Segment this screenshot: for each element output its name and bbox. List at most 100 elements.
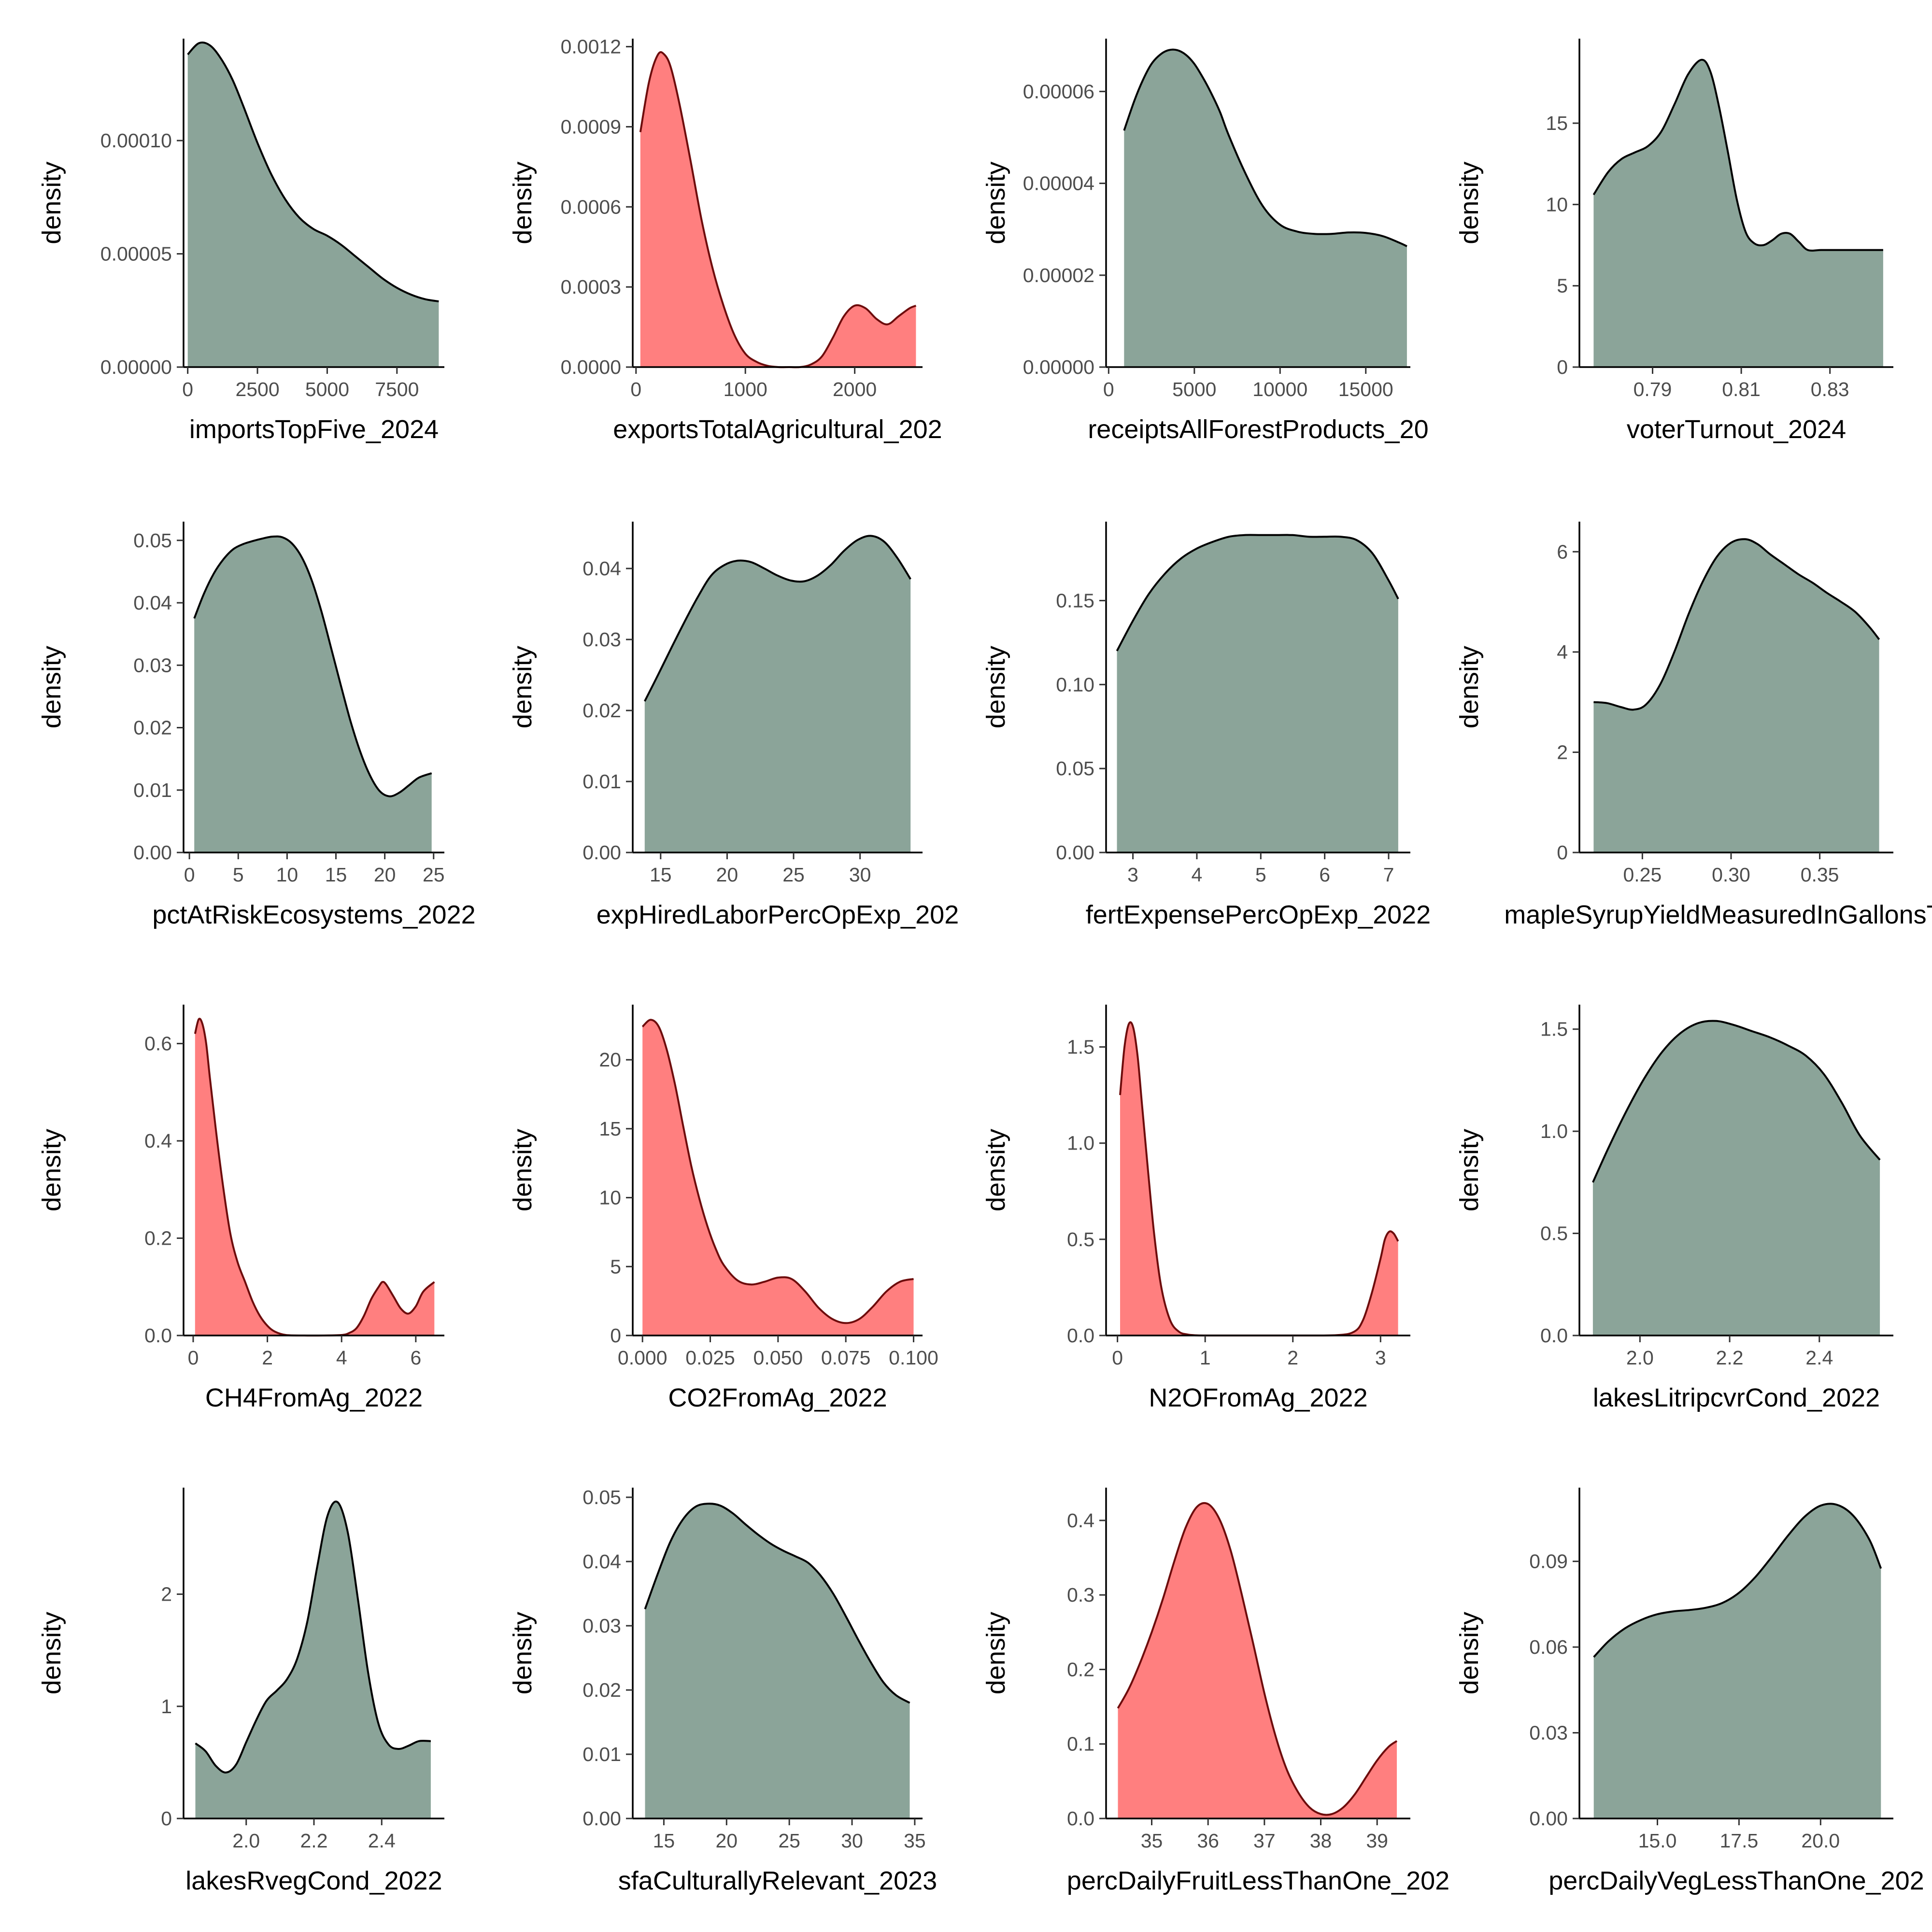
density-curve	[1117, 1502, 1398, 1816]
x-tick-label: 30	[849, 864, 871, 886]
x-tick-label: 17.5	[1719, 1830, 1758, 1852]
y-tick-label: 5	[1557, 275, 1568, 297]
density-area	[194, 536, 432, 852]
x-tick-label: 20	[716, 864, 739, 886]
y-axis-title: density	[981, 1612, 1010, 1694]
y-tick-label: 1.5	[1067, 1036, 1094, 1058]
density-area	[187, 43, 439, 368]
x-tick-label: 2.2	[300, 1830, 328, 1852]
x-tick-label: 10	[276, 864, 298, 886]
density-panel: 15.0 17.5 20.0 0.00 0.03 0.06 0.09 percDailyVeg…	[1455, 1488, 1924, 1895]
density-area	[195, 1501, 431, 1818]
x-tick-label: 20	[715, 1830, 738, 1852]
y-tick-label: 0	[1557, 841, 1568, 864]
y-axis-title: density	[508, 161, 537, 244]
density-panel: 0 2 4 6 0.0 0.2 0.4 0.6 CH4FromAg_2022 density	[37, 1005, 444, 1412]
y-tick-label: 0.00	[1529, 1807, 1568, 1830]
y-tick-label: 0.01	[582, 1743, 621, 1765]
x-tick-label: 0.075	[821, 1347, 871, 1369]
x-axis-title: lakesLitripcvrCond_2022	[1593, 1383, 1880, 1412]
y-tick-label: 0.4	[1067, 1509, 1094, 1532]
x-tick-label: 38	[1310, 1830, 1332, 1852]
y-tick-label: 15	[1546, 112, 1568, 134]
x-tick-label: 6	[1319, 864, 1330, 886]
y-tick-label: 0.04	[582, 1550, 621, 1573]
x-tick-label: 2500	[235, 378, 279, 400]
y-tick-label: 5	[610, 1255, 621, 1278]
y-tick-label: 0.0	[1067, 1324, 1094, 1347]
y-tick-label: 0.0	[1540, 1324, 1568, 1347]
y-tick-label: 0.2	[1067, 1658, 1094, 1680]
density-curve	[644, 535, 911, 702]
y-tick-label: 0.00	[582, 841, 621, 864]
y-tick-label: 1.5	[1540, 1018, 1568, 1040]
y-tick-label: 0.15	[1056, 589, 1094, 611]
x-tick-label: 5	[1255, 864, 1266, 886]
x-tick-label: 0	[1103, 378, 1114, 400]
y-tick-label: 0.02	[133, 717, 172, 739]
density-area	[1593, 59, 1883, 368]
y-tick-label: 1	[161, 1695, 172, 1718]
density-area	[1120, 1022, 1398, 1336]
x-axis-title: sfaCulturallyRelevant_2023	[618, 1866, 937, 1895]
y-tick-label: 0.0000	[561, 356, 621, 378]
y-tick-label: 0.1	[1067, 1733, 1094, 1755]
x-tick-label: 0.83	[1811, 378, 1849, 400]
y-tick-label: 0.05	[582, 1486, 621, 1508]
x-tick-label: 35	[1141, 1830, 1163, 1852]
x-tick-label: 5000	[1172, 378, 1216, 400]
x-tick-label: 2000	[833, 378, 877, 400]
density-panel: 0 1000 2000 0.0000 0.0003 0.0006 0.0009 0.0012 e…	[508, 36, 942, 444]
x-axis-title: percDailyFruitLessThanOne_202	[1067, 1866, 1449, 1895]
density-panel: 0 2500 5000 7500 0.00000 0.00005 0.00010 import…	[37, 39, 444, 444]
y-axis-title: density	[508, 646, 537, 728]
x-tick-label: 15	[653, 1830, 675, 1852]
x-tick-label: 1000	[724, 378, 767, 400]
x-tick-label: 0.35	[1801, 864, 1839, 886]
y-tick-label: 0.5	[1067, 1228, 1094, 1250]
density-panel: 3 4 5 6 7 0.00 0.05 0.10 0.15 fertExpensePercOpEx…	[981, 522, 1431, 929]
x-tick-label: 0.25	[1623, 864, 1662, 886]
x-axis-title: voterTurnout_2024	[1627, 415, 1846, 444]
x-tick-label: 15.0	[1638, 1830, 1677, 1852]
x-tick-label: 0.79	[1634, 378, 1672, 400]
y-axis-title: density	[981, 161, 1010, 244]
density-area	[1593, 1504, 1881, 1818]
y-tick-label: 0.4	[144, 1130, 172, 1152]
y-axis-title: density	[37, 161, 66, 244]
y-tick-label: 0.0	[144, 1324, 172, 1347]
x-tick-label: 20	[374, 864, 396, 886]
density-area	[644, 536, 911, 852]
density-curve	[1592, 1020, 1881, 1183]
x-tick-label: 0.025	[685, 1347, 735, 1369]
y-tick-label: 10	[599, 1187, 621, 1209]
y-tick-label: 2	[161, 1583, 172, 1605]
x-axis-title: N2OFromAg_2022	[1149, 1383, 1367, 1412]
y-tick-label: 0	[1557, 356, 1568, 378]
density-panel: 2.0 2.2 2.4 0 1 2 lakesRvegCond_2022 density	[37, 1488, 444, 1895]
x-tick-label: 2.0	[1626, 1347, 1654, 1369]
x-tick-label: 7500	[375, 378, 419, 400]
x-axis-title: receiptsAllForestProducts_20	[1088, 415, 1428, 444]
y-tick-label: 0.03	[582, 1615, 621, 1637]
density-panel: 0 1 2 3 0.0 0.5 1.0 1.5 N2OFromAg_2022 density	[981, 1005, 1410, 1412]
density-area	[642, 1020, 914, 1335]
y-tick-label: 0.0003	[561, 276, 621, 298]
x-tick-label: 15000	[1338, 378, 1393, 400]
x-tick-label: 2.4	[368, 1830, 396, 1852]
x-tick-label: 0.30	[1712, 864, 1750, 886]
y-tick-label: 0.01	[133, 779, 172, 801]
density-curve	[1592, 58, 1883, 252]
x-tick-label: 0.100	[889, 1347, 938, 1369]
y-axis-title: density	[508, 1129, 537, 1211]
x-tick-label: 2	[1287, 1347, 1298, 1369]
y-axis-title: density	[508, 1612, 537, 1694]
y-axis-title: density	[1455, 1129, 1484, 1211]
x-tick-label: 25	[423, 864, 445, 886]
y-axis-title: density	[1455, 161, 1484, 244]
density-panel: 0.000 0.025 0.050 0.075 0.100 0 5 10 15 20 CO2From…	[508, 1005, 938, 1412]
y-tick-label: 6	[1557, 540, 1568, 563]
density-curve	[1123, 48, 1407, 247]
density-area	[1593, 539, 1879, 852]
y-tick-label: 0.0	[1067, 1807, 1094, 1830]
